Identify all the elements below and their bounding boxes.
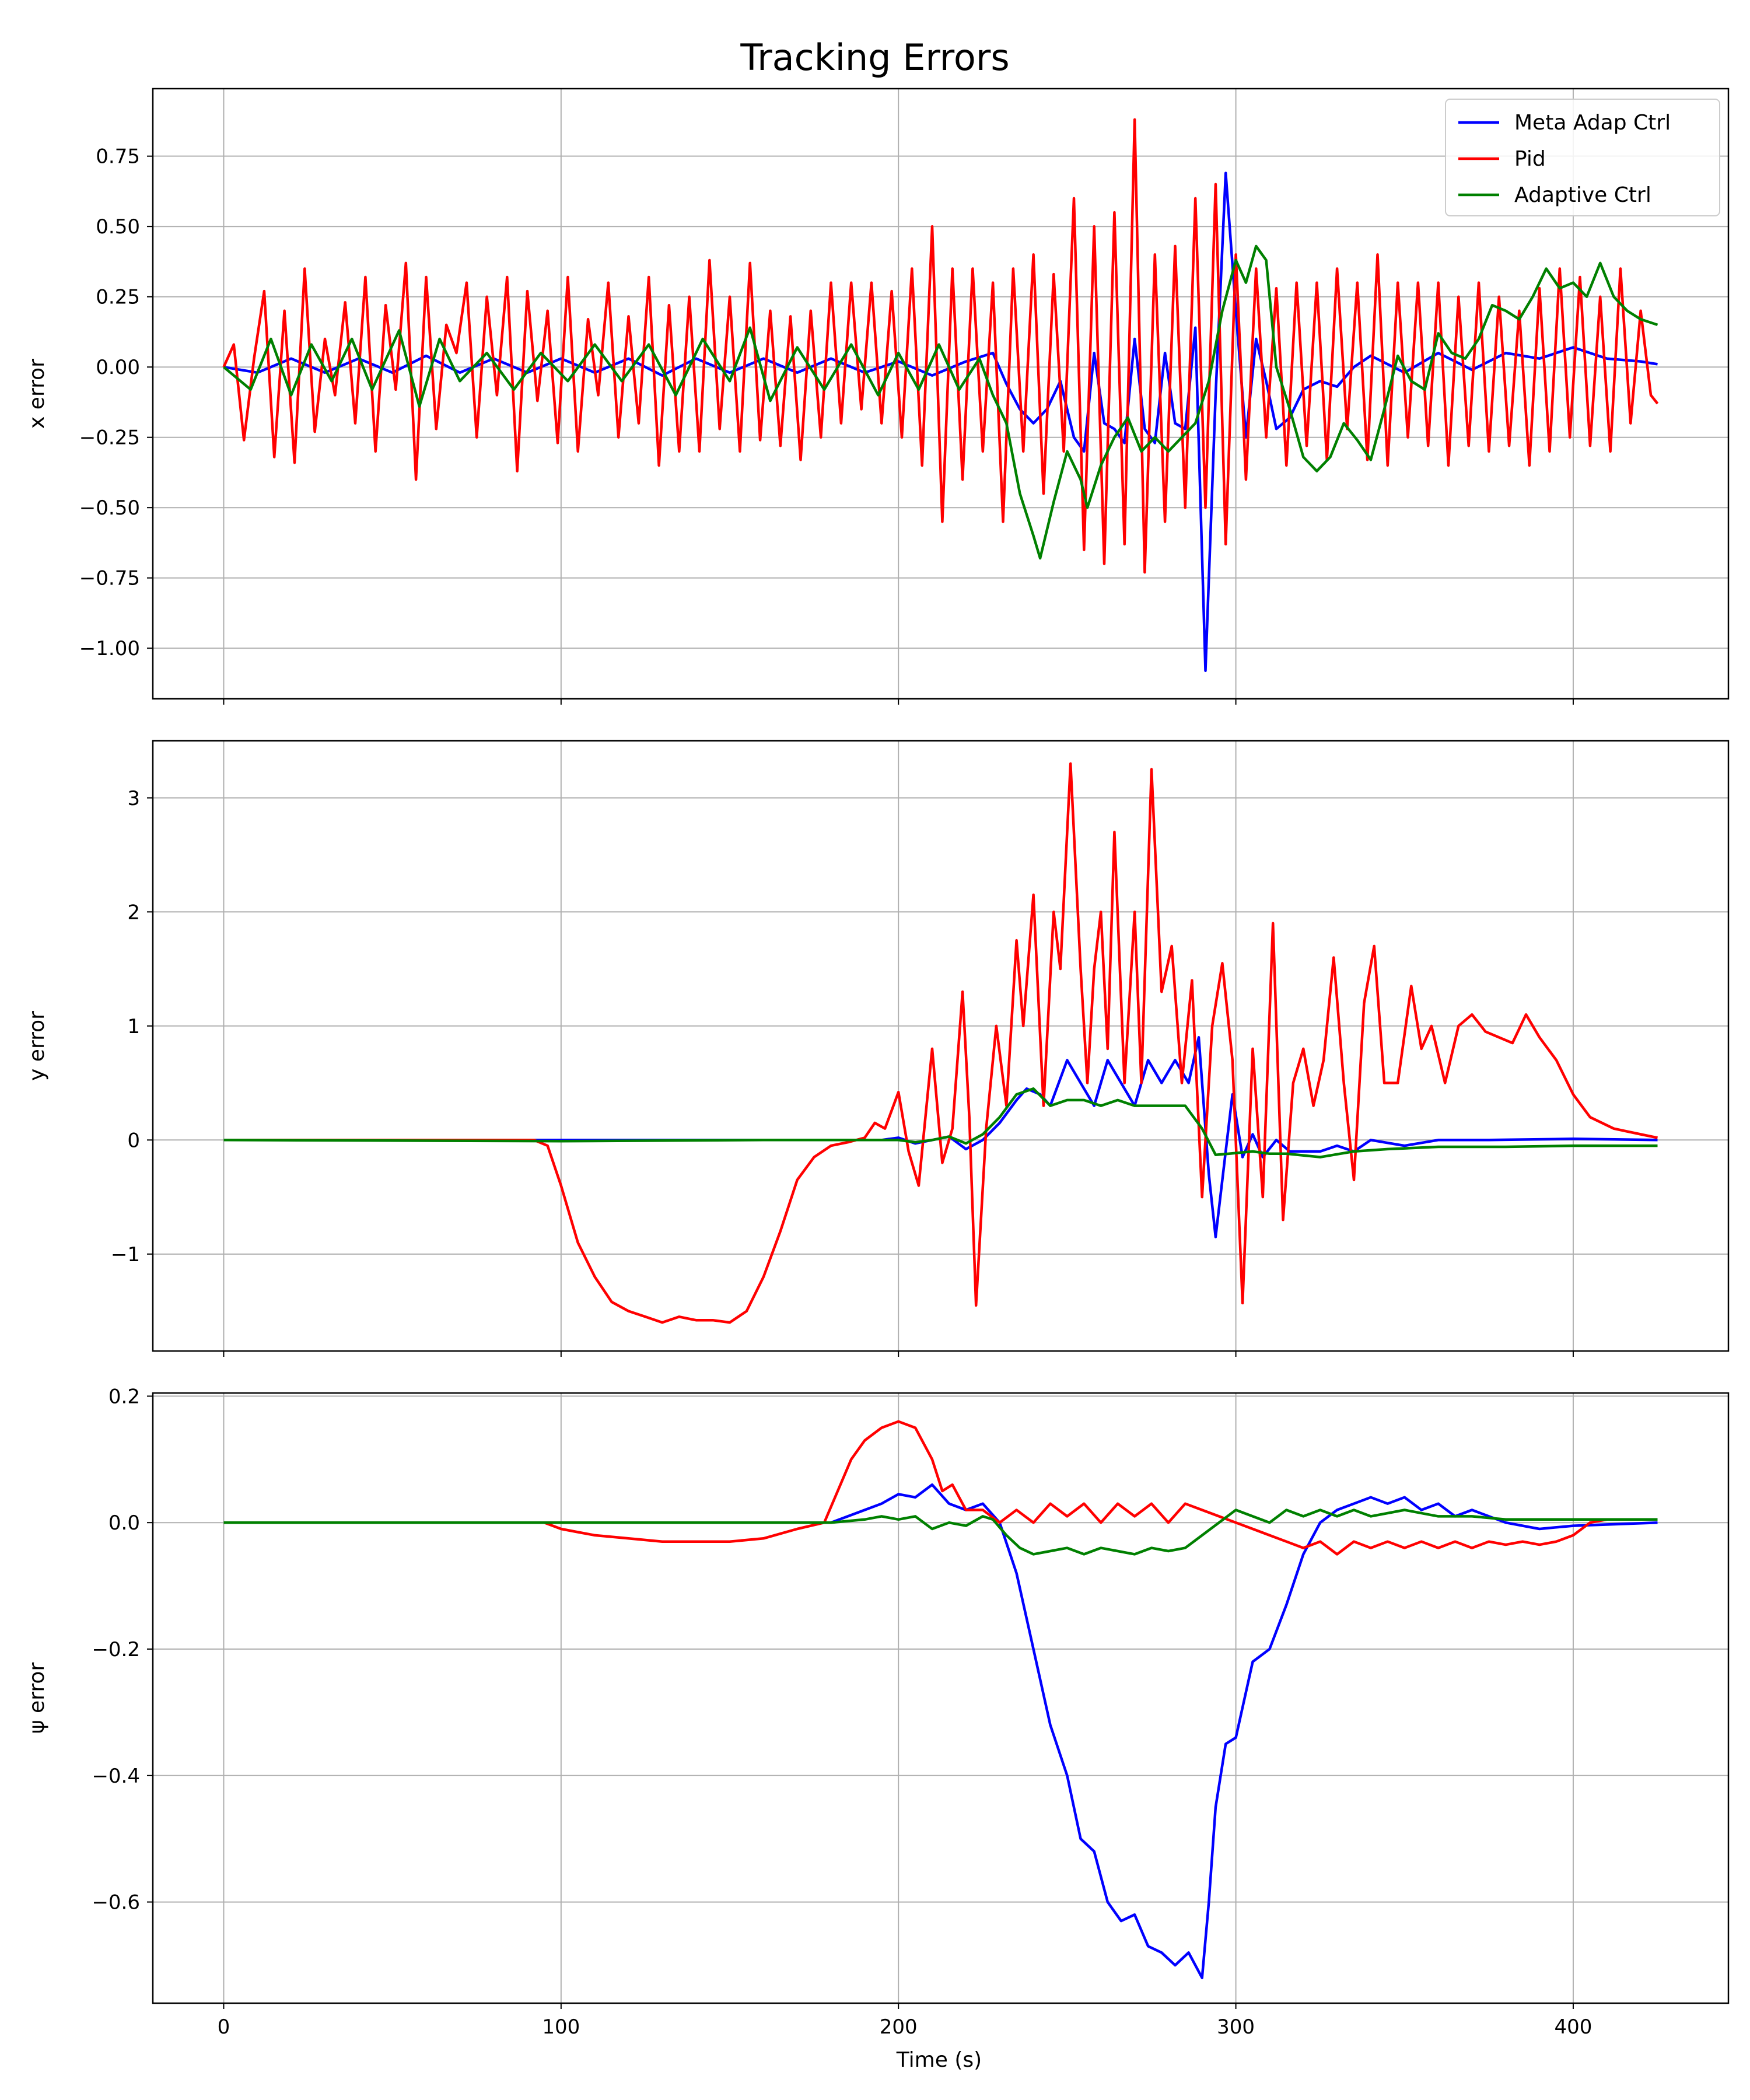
- y-axis-label: y error: [25, 1011, 49, 1081]
- legend-label-meta-adap-ctrl: Meta Adap Ctrl: [1514, 111, 1671, 135]
- y-tick-label: 0.2: [108, 1385, 140, 1408]
- y-tick-label: 0.0: [108, 1511, 140, 1535]
- y-tick-label: −1: [111, 1243, 140, 1266]
- series-line-meta-adap-ctrl: [223, 1483, 1658, 1979]
- panel-frame: [152, 740, 1730, 1352]
- panel-2: −1 0 1 2 3 y error: [25, 740, 1730, 1357]
- legend: Meta Adap Ctrl Pid Adaptive Ctrl: [1445, 99, 1720, 216]
- y-tick-label: −0.4: [92, 1765, 140, 1788]
- legend-label-pid: Pid: [1514, 147, 1546, 171]
- y-tick-label: 0.50: [96, 215, 140, 239]
- y-tick-label: 0: [127, 1129, 140, 1152]
- y-tick-label: −0.75: [79, 567, 140, 590]
- series-line-adaptive-ctrl: [223, 1087, 1658, 1158]
- x-tick-label: 400: [1554, 2015, 1592, 2039]
- x-tick-label: 200: [880, 2015, 918, 2039]
- panel-frame: [152, 88, 1730, 700]
- series-line-adaptive-ctrl: [223, 244, 1658, 560]
- y-tick-label: 0.25: [96, 286, 140, 309]
- y-tick-label: −0.6: [92, 1891, 140, 1915]
- y-tick-label: 1: [127, 1015, 140, 1038]
- y-axis-label: x error: [25, 359, 49, 429]
- figure-title: Tracking Errors: [740, 36, 1009, 79]
- panels-group: −1.00−0.75−0.50−0.250.000.250.500.75x er…: [25, 88, 1730, 2039]
- series-line-adaptive-ctrl: [223, 1508, 1658, 1556]
- series-group: [223, 762, 1658, 1324]
- x-tick-label: 300: [1217, 2015, 1255, 2039]
- y-tick-label: 3: [127, 787, 140, 810]
- series-line-pid: [223, 762, 1658, 1324]
- series-group: [223, 1420, 1658, 1979]
- series-line-meta-adap-ctrl: [223, 1036, 1658, 1238]
- y-tick-label: 2: [127, 901, 140, 924]
- panel-frame: [152, 1392, 1730, 2004]
- y-tick-label: −0.25: [79, 426, 140, 450]
- series-line-pid: [222, 118, 1659, 574]
- series-group: [222, 118, 1659, 673]
- legend-label-adaptive-ctrl: Adaptive Ctrl: [1514, 183, 1651, 207]
- x-axis-label: Time (s): [896, 2048, 982, 2072]
- y-tick-label: −1.00: [79, 637, 140, 660]
- series-line-pid: [223, 1420, 1658, 1556]
- y-axis-label: ψ error: [25, 1662, 49, 1734]
- x-tick-label: 0: [218, 2015, 230, 2039]
- y-tick-label: −0.50: [79, 496, 140, 520]
- panel-3: 0 100 200 300 400 −0.6 −0.4 −0.2 0.0 0.2 ψ error: [25, 1385, 1730, 2039]
- y-tick-label: 0.75: [96, 145, 140, 169]
- y-tick-label: −0.2: [92, 1638, 140, 1661]
- x-tick-label: 100: [542, 2015, 580, 2039]
- y-tick-label: 0.00: [96, 356, 140, 379]
- legend-box: [1445, 99, 1720, 216]
